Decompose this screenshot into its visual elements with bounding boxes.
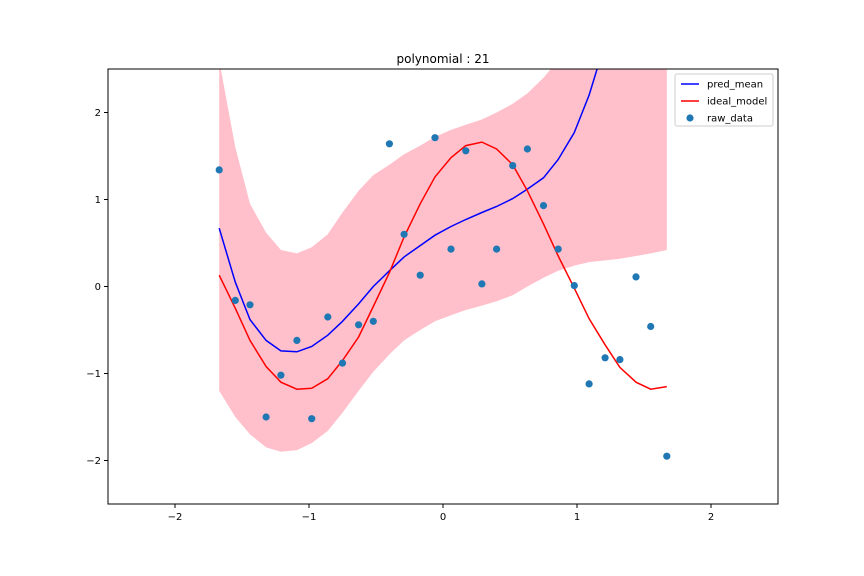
data-point-raw-data	[462, 147, 470, 155]
x-tick-label: 2	[708, 512, 714, 523]
legend-swatch-raw-data	[686, 114, 694, 122]
data-point-raw-data	[308, 415, 316, 423]
data-point-raw-data	[616, 356, 624, 364]
series-line-pred-mean	[218, 69, 598, 353]
data-point-raw-data	[431, 134, 439, 142]
data-point-raw-data	[493, 245, 501, 253]
x-tick-label: −1	[302, 512, 317, 523]
data-point-raw-data	[647, 322, 655, 331]
data-point-raw-data	[385, 140, 393, 148]
chart-title: polynomial : 21	[397, 52, 490, 66]
data-point-raw-data	[231, 296, 239, 304]
data-point-raw-data	[277, 371, 285, 379]
x-tick-label: −2	[168, 512, 183, 523]
legend: pred_mean ideal_model raw_data	[674, 73, 774, 127]
data-point-raw-data	[509, 162, 517, 170]
y-tick-label: 1	[95, 195, 101, 206]
data-point-raw-data	[355, 321, 363, 329]
data-point-raw-data	[416, 271, 424, 279]
y-tick-label: −2	[86, 456, 101, 467]
data-point-raw-data	[663, 452, 671, 460]
data-point-raw-data	[369, 317, 377, 325]
tick-layer: −2 −1 0 1 2 −2 −1 0 1 2	[86, 108, 714, 523]
data-point-raw-data	[246, 301, 254, 309]
data-point-raw-data	[478, 280, 486, 288]
y-tick-label: 2	[95, 108, 101, 119]
data-point-raw-data	[447, 245, 455, 253]
data-point-raw-data	[539, 202, 548, 210]
legend-box	[674, 73, 774, 127]
data-point-raw-data	[262, 413, 270, 421]
data-point-raw-data	[523, 145, 532, 153]
data-point-raw-data	[324, 313, 332, 321]
x-tick-label: 0	[440, 512, 446, 523]
data-point-raw-data	[601, 354, 609, 362]
point-layer	[215, 134, 671, 460]
data-point-raw-data	[293, 336, 301, 344]
data-point-raw-data	[570, 282, 578, 290]
data-point-raw-data	[554, 245, 562, 253]
y-tick-label: −1	[86, 369, 101, 380]
data-point-raw-data	[400, 230, 408, 238]
legend-label: raw_data	[707, 114, 753, 125]
data-point-raw-data	[632, 273, 640, 281]
legend-label: pred_mean	[707, 80, 763, 91]
x-tick-label: 1	[574, 512, 580, 523]
data-point-raw-data	[215, 166, 223, 174]
data-point-raw-data	[338, 359, 347, 367]
data-point-raw-data	[585, 380, 593, 388]
legend-label: ideal_model	[707, 97, 767, 108]
line-layer	[218, 69, 667, 390]
y-tick-label: 0	[95, 282, 101, 293]
series-line-ideal-model	[218, 141, 667, 390]
